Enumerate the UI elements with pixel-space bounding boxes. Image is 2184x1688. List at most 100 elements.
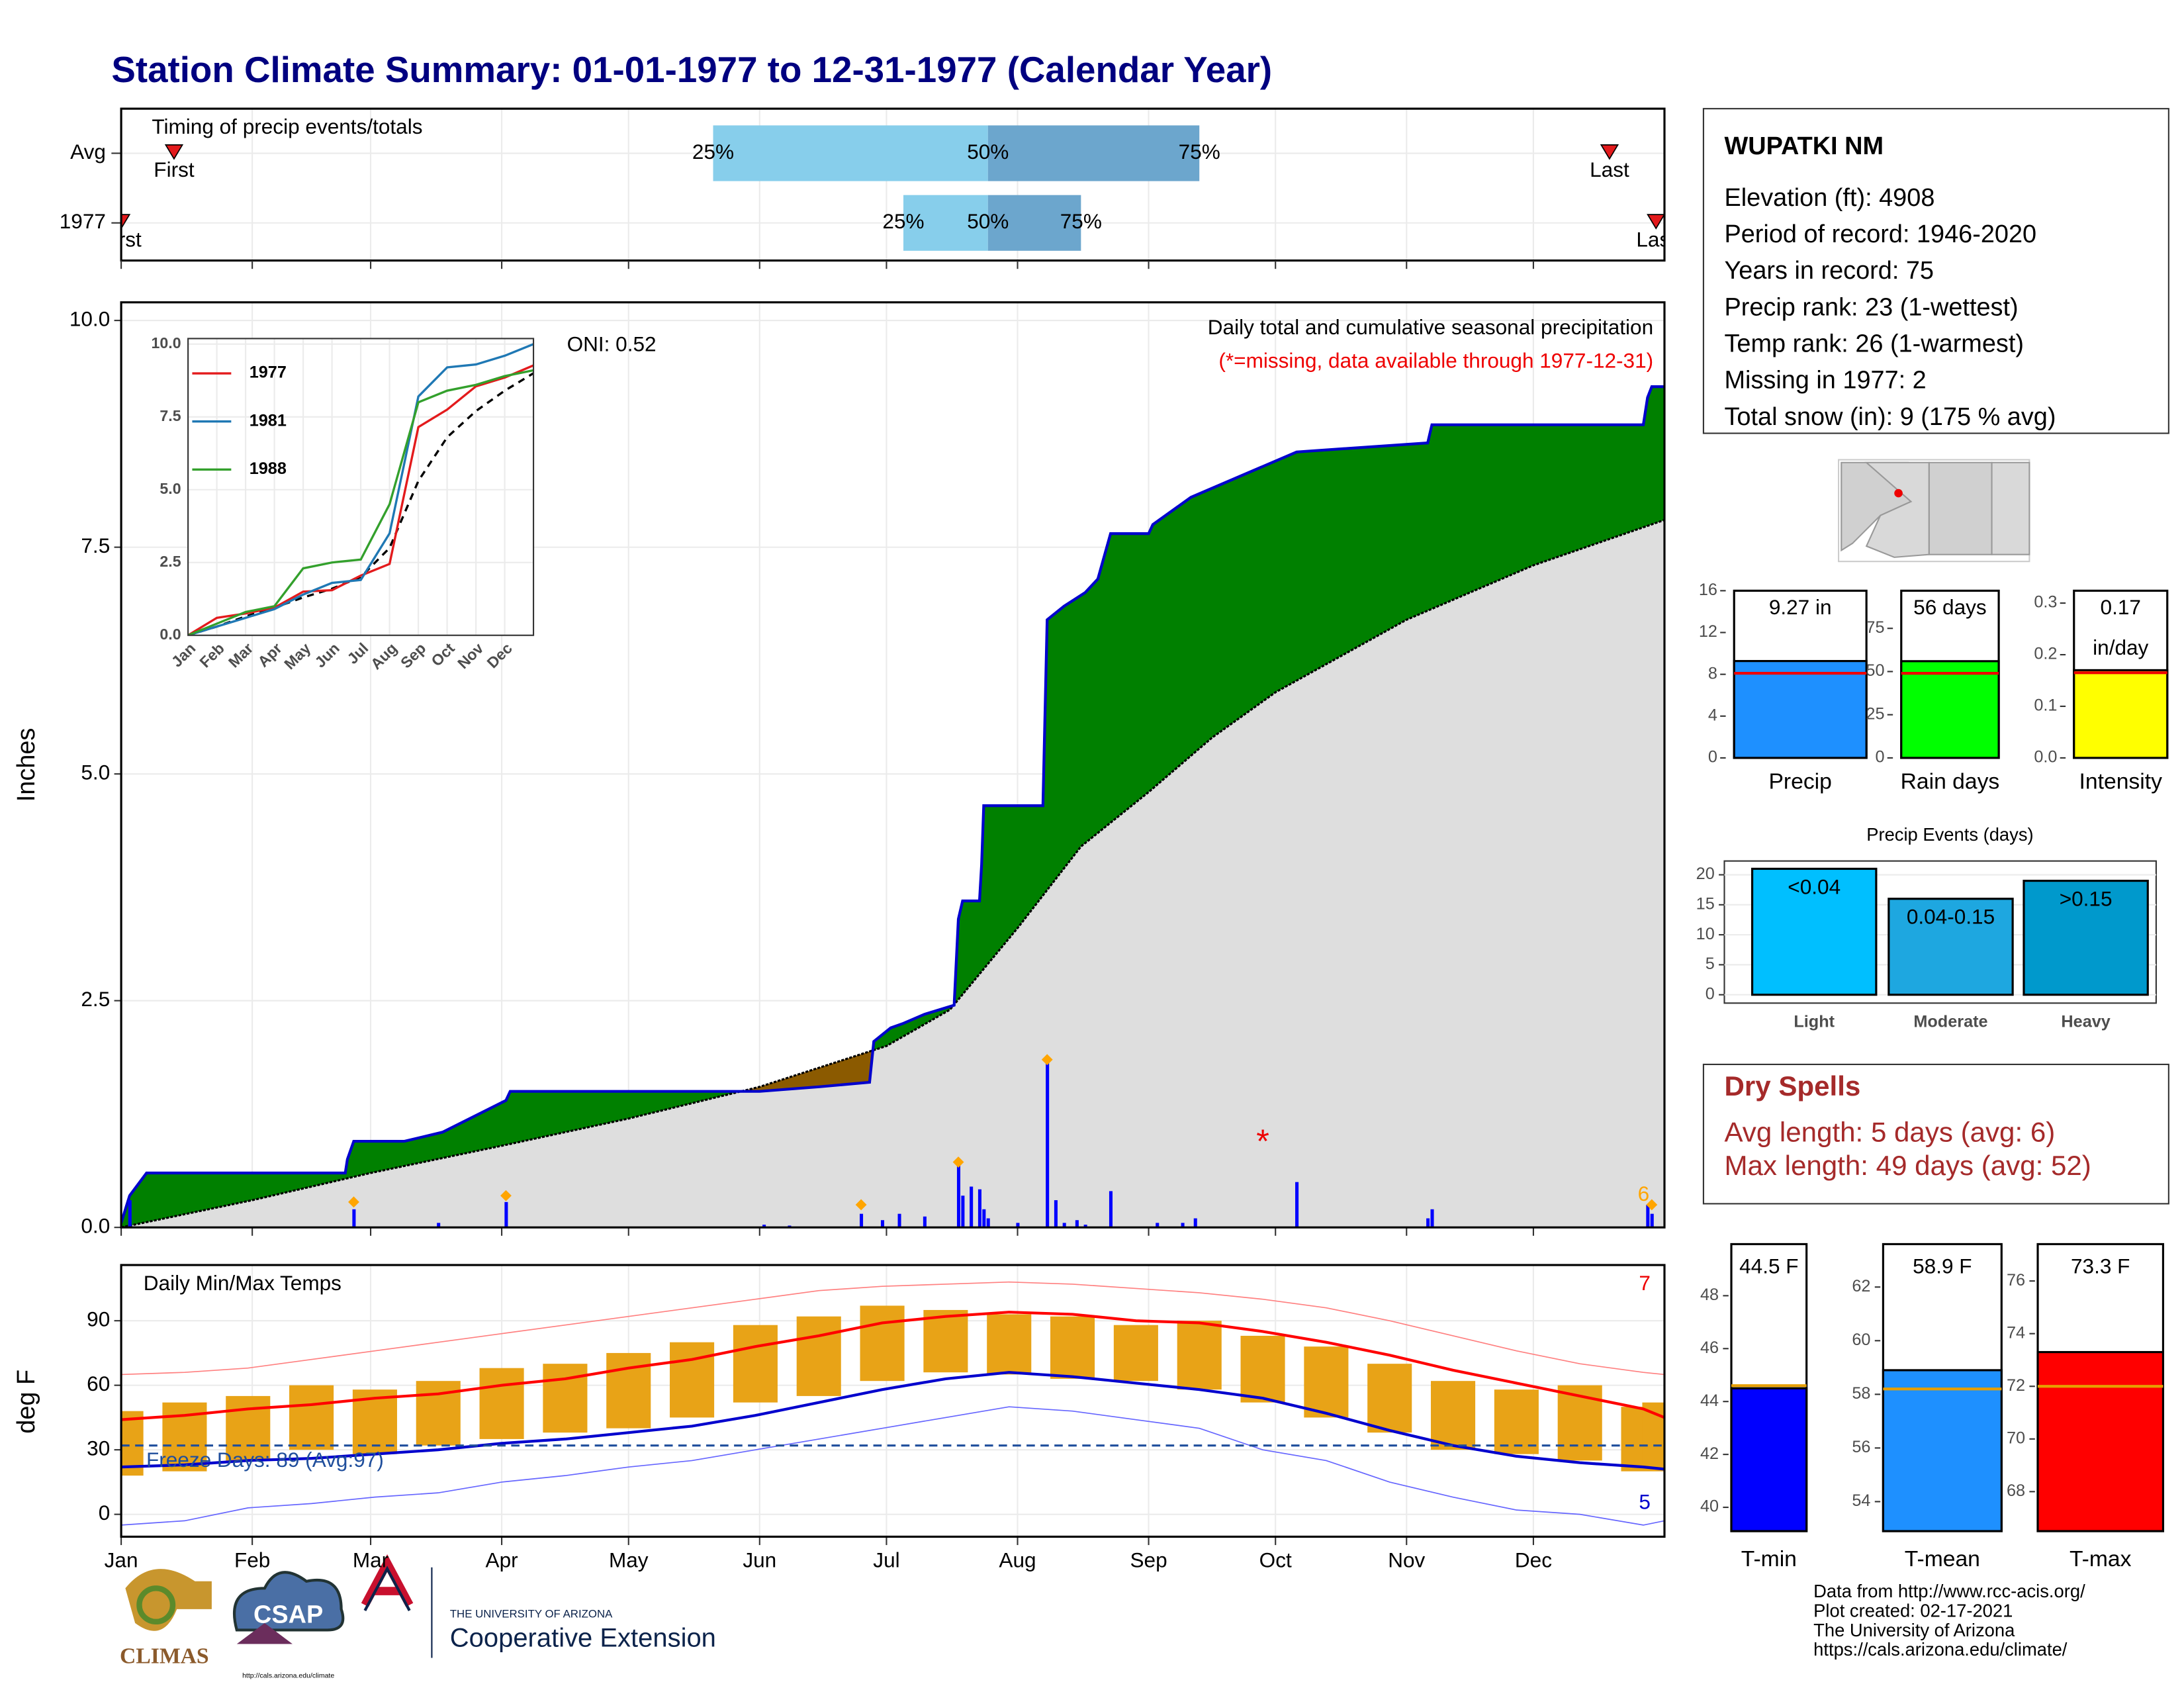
avg-min-line [121,1371,1664,1471]
y-tick-label: 76 [2007,1271,2025,1289]
daily-temp-bar [1113,1325,1158,1382]
locator-map [1838,459,2030,563]
bin-label: 0.04-0.15 [1907,905,1995,929]
daily-temp-bar [289,1385,334,1450]
category-label: Precip [1768,770,1831,794]
category-label: Moderate [1913,1012,1987,1031]
daily-temp-bar [1177,1321,1222,1390]
daily-precip-bar [1062,1223,1066,1228]
temps-plot [121,1265,1664,1537]
y-tick-label: 58 [1852,1384,1870,1403]
y-axis-label: deg F [13,1370,40,1434]
station-name: WUPATKI NM [1724,132,1884,160]
event-marker [1600,144,1619,160]
average-line [121,519,1664,1228]
y-tick-label: 16 [1699,581,1717,599]
event-bar [1888,898,2014,996]
events-title: Precip Events (days) [1866,824,2033,845]
bin-label: <0.04 [1788,874,1841,898]
csap-url: http://cals.arizona.edu/climate [242,1672,334,1680]
footer-line: Plot created: 02-17-2021 [1813,1600,2013,1620]
y-tick-label: 7.5 [81,534,110,557]
category-label: Rain days [1901,770,2000,794]
y-tick-label: 48 [1700,1286,1719,1304]
cumulative-line [121,385,1664,1223]
record-marker [952,1156,964,1168]
event-label: First [101,227,142,251]
bin-label: >0.15 [2060,886,2113,910]
quartile-label: 50% [967,140,1009,164]
daily-temp-bar [923,1309,968,1373]
temps-title: Daily Min/Max Temps [144,1271,341,1295]
daily-precip-bar [1083,1225,1087,1228]
ua-small-text: THE UNIVERSITY OF ARIZONA [450,1608,613,1620]
record-marker [855,1199,867,1211]
x-tick-label: Nov [1388,1548,1425,1572]
daily-precip-bar [1054,1200,1058,1228]
y-tick-label: 10 [1696,925,1715,943]
event-bar [2023,879,2149,996]
inset-plot [188,338,534,635]
daily-precip-bar [897,1213,901,1228]
daily-precip-bar [1193,1218,1197,1228]
category-label: T-min [1741,1547,1797,1571]
y-tick-label: 30 [87,1436,110,1460]
y-tick-label: 68 [2007,1481,2025,1500]
quartile-label: 75% [1060,209,1102,233]
daily-precip-bar [956,1164,961,1228]
dry-spells-info: Avg length: 5 days (avg: 6) [1724,1116,2055,1147]
legend-label: 1981 [250,411,287,430]
footer-line: Data from http://www.rcc-acis.org/ [1813,1581,2085,1601]
inset-y-tick-label: 7.5 [159,407,181,424]
y-tick-label: 0 [1875,748,1884,767]
daily-precip-bar [970,1186,974,1228]
daily-precip-bar [978,1189,981,1228]
y-tick-label: 60 [87,1372,110,1395]
record-count: 6 [1638,1182,1650,1205]
daily-precip-bar [352,1209,356,1228]
value-label: 0.17 [2101,595,2141,619]
value-label: 73.3 F [2071,1254,2130,1278]
page-title: Station Climate Summary: 01-01-1977 to 1… [111,49,1272,90]
freeze-label: Freeze Days: 89 (Avg:97) [146,1448,384,1472]
quartile-label: 75% [1179,140,1220,164]
record-marker [1041,1054,1053,1066]
daily-precip-bar [1426,1218,1430,1228]
summary-bar [2073,669,2169,759]
category-label: T-mean [1905,1547,1980,1571]
y-tick-label: 42 [1700,1444,1719,1463]
x-tick-label: Feb [234,1548,270,1572]
daily-precip-bar [1181,1223,1185,1228]
temp-bar [1882,1369,2003,1532]
quartile-bar [987,125,1200,181]
value-label: 58.9 F [1913,1254,1972,1278]
y-tick-label: 15 [1696,894,1715,913]
y-axis-label: Inches [13,728,40,802]
y-tick-label: 46 [1700,1338,1719,1357]
daily-precip-bar [128,1200,132,1228]
daily-temp-bar [1304,1346,1349,1418]
category-label: Intensity [2079,770,2163,794]
oni-label: ONI: 0.52 [567,332,657,355]
category-label: Light [1794,1012,1835,1031]
inset-line [188,364,534,635]
record-marker [1646,1199,1658,1211]
x-tick-label: May [609,1548,649,1572]
daily-precip-bar [880,1220,885,1228]
y-tick-label: 8 [1708,664,1717,682]
dry-spells-info: Max length: 49 days (avg: 52) [1724,1150,2091,1181]
quartile-bar [903,195,988,251]
daily-precip-bar [1295,1182,1299,1228]
x-tick-label: Apr [486,1548,518,1572]
y-tick-label: 44 [1700,1391,1719,1410]
dry-spells-title: Dry Spells [1724,1070,1860,1102]
daily-temp-bar [860,1305,905,1382]
station-info: Years in record: 75 [1724,257,1934,285]
inset-average-line [188,372,534,635]
y-tick-label: 2.5 [81,987,110,1011]
x-tick-label: Dec [1515,1548,1552,1572]
x-tick-label: Oct [1259,1548,1292,1572]
x-tick-label: Jul [873,1548,899,1572]
event-label: First [154,158,195,181]
daily-precip-bar [961,1196,965,1228]
